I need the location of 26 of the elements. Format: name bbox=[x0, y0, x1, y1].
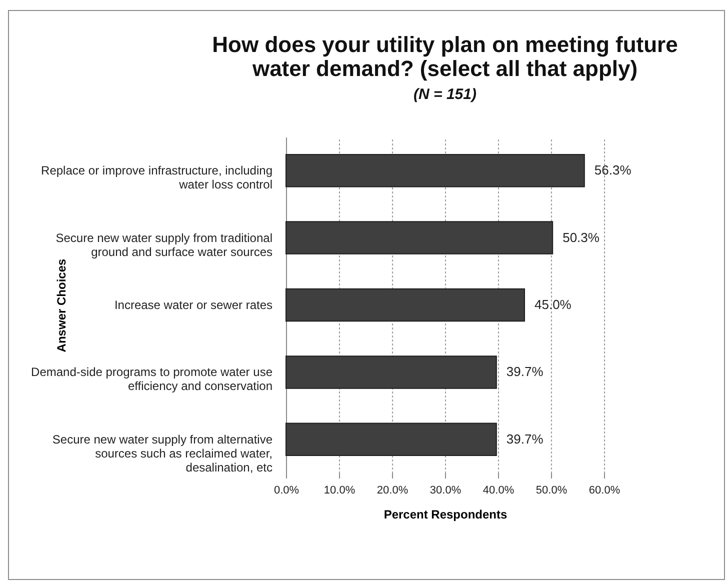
x-tick-label: 50.0% bbox=[536, 484, 568, 496]
x-tick-label: 30.0% bbox=[430, 484, 462, 496]
y-tick-label: Replace or improve infrastructure, including water loss control bbox=[41, 164, 272, 192]
data-label: 56.3% bbox=[594, 162, 632, 178]
bar bbox=[286, 221, 554, 254]
y-tick-label: Secure new water supply from alternative sources such as reclaimed water, desalination, etc bbox=[52, 432, 273, 474]
x-tick-label: 0.0% bbox=[274, 484, 300, 496]
y-axis-title: Answer Choices bbox=[54, 258, 68, 352]
y-tick-label: Secure new water supply from traditional ground and surface water sources bbox=[56, 230, 272, 259]
data-label: 39.7% bbox=[506, 364, 544, 380]
y-tick-label: Increase water or sewer rates bbox=[114, 298, 272, 312]
bar bbox=[286, 154, 585, 188]
x-tick-label: 10.0% bbox=[324, 484, 356, 496]
data-label: 39.7% bbox=[506, 431, 544, 446]
data-label: 50.3% bbox=[562, 230, 600, 245]
data-label: 45.0% bbox=[534, 297, 572, 312]
x-tick-label: 40.0% bbox=[482, 484, 514, 496]
x-tick-label: 60.0% bbox=[588, 484, 620, 496]
chart-subtitle: (N = 151) bbox=[414, 86, 476, 103]
y-tick-label: Demand-side programs to promote water use efficiency and conservation bbox=[31, 365, 273, 394]
chart-title: How does your utility plan on meeting future water demand? (select all that apply) bbox=[212, 32, 678, 81]
x-axis-title: Percent Respondents bbox=[384, 508, 508, 522]
x-tick-label: 20.0% bbox=[376, 484, 408, 496]
bar bbox=[286, 422, 497, 456]
bar bbox=[286, 356, 497, 389]
bar bbox=[286, 288, 525, 322]
